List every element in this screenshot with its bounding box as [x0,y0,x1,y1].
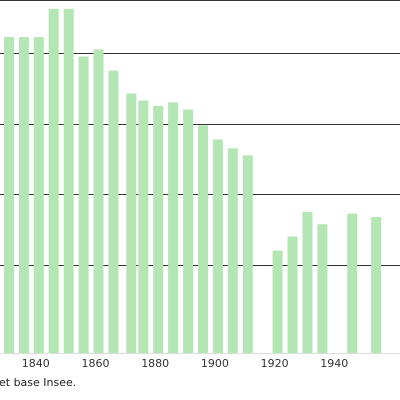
bar-1876 [138,100,149,353]
bar-1836 [18,37,29,353]
bar-1911 [242,155,253,353]
bar-1861 [93,49,104,354]
bars [4,8,382,354]
bar-1954 [371,217,382,353]
x-tick-label-1880: 1880 [141,357,169,370]
bar-1851 [63,8,74,354]
bar-1901 [212,139,223,353]
bar-1886 [168,102,179,354]
bar-1856 [78,56,89,353]
bar-1921 [272,250,283,353]
bar-1936 [317,224,328,353]
bar-1846 [48,8,59,354]
bar-1831 [4,37,14,353]
bar-1881 [153,105,164,354]
bar-1866 [108,70,119,353]
bar-1841 [33,37,44,353]
bar-1946 [347,213,358,353]
bar-1891 [183,109,194,354]
x-tick-label-1900: 1900 [201,357,229,370]
bar-1926 [287,236,298,353]
bar-1931 [302,211,313,353]
source-note: et base Insee. [0,376,77,389]
bar-1896 [198,125,208,353]
x-tick-label-1940: 1940 [320,357,348,370]
bar-1872 [126,93,137,353]
x-tick-label-1920: 1920 [261,357,289,370]
x-tick-label-1860: 1860 [82,357,110,370]
x-tick-labels: 1840 1860 1880 1900 1920 1940 [22,357,348,370]
bar-1906 [227,148,238,353]
x-tick-label-1840: 1840 [22,357,50,370]
